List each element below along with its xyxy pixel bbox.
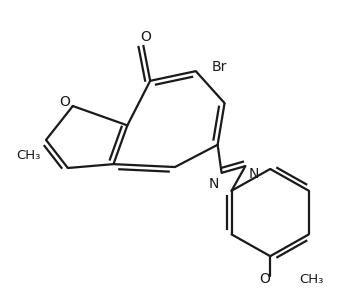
Text: O: O — [140, 30, 151, 44]
Text: N: N — [248, 167, 259, 181]
Text: N: N — [208, 177, 219, 192]
Text: O: O — [60, 95, 70, 109]
Text: CH₃: CH₃ — [300, 273, 324, 286]
Text: Br: Br — [212, 60, 227, 74]
Text: O: O — [259, 272, 270, 286]
Text: CH₃: CH₃ — [16, 149, 40, 162]
